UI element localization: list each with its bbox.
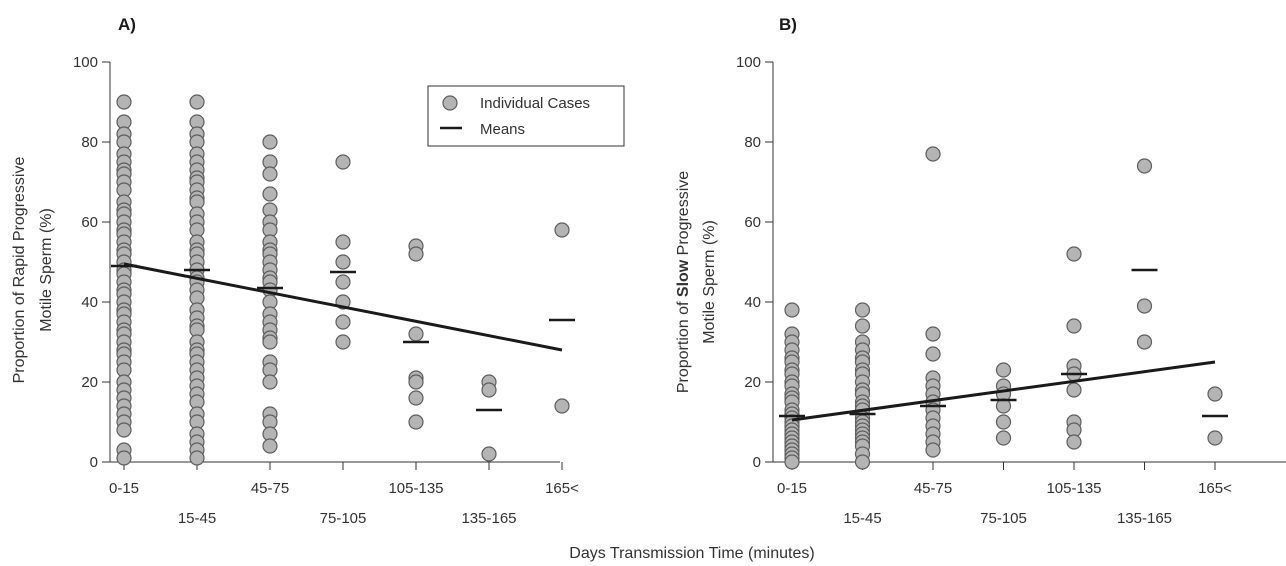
- panel-b-ylabel-bold: Slow: [675, 259, 692, 297]
- data-point: [117, 95, 131, 109]
- data-point: [263, 439, 277, 453]
- data-point: [1067, 319, 1081, 333]
- data-point: [1138, 159, 1152, 173]
- data-point: [785, 455, 799, 469]
- panel-b-ylabel-line1: Proportion of Slow Progressive: [675, 171, 692, 393]
- x-tick-label: 15-45: [843, 510, 881, 527]
- data-point: [263, 375, 277, 389]
- figure-xlabel: Days Transmission Time (minutes): [569, 545, 814, 562]
- x-tick-label: 75-105: [980, 510, 1027, 527]
- panel-b-ylabel-line2: Motile Sperm (%): [701, 220, 718, 344]
- y-tick-label: 0: [753, 454, 761, 471]
- x-tick-label: 165<: [545, 480, 579, 497]
- data-point: [1067, 247, 1081, 261]
- x-tick-label: 135-165: [461, 510, 516, 527]
- panel-b-marks: [779, 147, 1228, 469]
- data-point: [263, 167, 277, 181]
- data-point: [409, 391, 423, 405]
- x-tick-label: 75-105: [320, 510, 367, 527]
- x-tick-label: 105-135: [1046, 480, 1101, 497]
- data-point: [926, 443, 940, 457]
- x-tick-label: 105-135: [388, 480, 443, 497]
- y-tick-label: 60: [81, 214, 98, 231]
- data-point: [336, 335, 350, 349]
- data-point: [190, 95, 204, 109]
- data-point: [555, 399, 569, 413]
- x-tick-label: 0-15: [777, 480, 807, 497]
- y-tick-label: 40: [744, 294, 761, 311]
- y-tick-label: 80: [744, 134, 761, 151]
- data-point: [997, 415, 1011, 429]
- panel-b-ylabel-pre: Proportion of: [675, 297, 692, 393]
- data-point: [1208, 387, 1222, 401]
- data-point: [336, 315, 350, 329]
- data-point: [926, 347, 940, 361]
- data-point: [997, 431, 1011, 445]
- panel-a-ylabel-line2: Motile Sperm (%): [38, 208, 55, 332]
- data-point: [263, 187, 277, 201]
- data-point: [336, 235, 350, 249]
- y-tick-label: 0: [90, 454, 98, 471]
- x-tick-label: 15-45: [178, 510, 216, 527]
- data-point: [1067, 383, 1081, 397]
- panel-b-ylabel-post: Progressive: [675, 171, 692, 260]
- x-tick-label: 45-75: [251, 480, 289, 497]
- legend-points-label: Individual Cases: [480, 95, 590, 112]
- y-tick-label: 80: [81, 134, 98, 151]
- y-tick-label: 100: [736, 54, 761, 71]
- y-tick-label: 40: [81, 294, 98, 311]
- data-point: [336, 255, 350, 269]
- y-tick-label: 20: [81, 374, 98, 391]
- data-point: [926, 147, 940, 161]
- data-point: [856, 319, 870, 333]
- data-point: [263, 335, 277, 349]
- panel-b-axes: 0 20 40 60 80 100 0-15 15-45 45-75 75-105 105-135 1…: [736, 54, 1286, 527]
- panel-a-label: A): [118, 15, 136, 34]
- panel-b-chart: B) Proportion of Slow Progressive Motile…: [675, 15, 1286, 527]
- y-tick-label: 100: [73, 54, 98, 71]
- data-point: [190, 451, 204, 465]
- legend-means-label: Means: [480, 121, 525, 138]
- legend-point-icon: [443, 96, 457, 110]
- data-point: [785, 303, 799, 317]
- data-point: [482, 447, 496, 461]
- x-tick-label: 135-165: [1117, 510, 1172, 527]
- data-point: [263, 135, 277, 149]
- data-point: [1208, 431, 1222, 445]
- panel-a-chart: A) Proportion of Rapid Progressive Motil…: [11, 15, 624, 527]
- data-point: [117, 451, 131, 465]
- data-point: [555, 223, 569, 237]
- panel-b-label: B): [779, 15, 797, 34]
- data-point: [409, 375, 423, 389]
- data-point: [1138, 335, 1152, 349]
- data-point: [409, 415, 423, 429]
- data-point: [409, 247, 423, 261]
- data-point: [336, 155, 350, 169]
- y-tick-label: 60: [744, 214, 761, 231]
- x-tick-label: 0-15: [109, 480, 139, 497]
- data-point: [409, 327, 423, 341]
- data-point: [856, 455, 870, 469]
- data-point: [1138, 299, 1152, 313]
- data-point: [997, 363, 1011, 377]
- data-point: [926, 327, 940, 341]
- x-tick-label: 165<: [1198, 480, 1232, 497]
- panel-a-legend: Individual Cases Means: [428, 86, 624, 146]
- y-tick-label: 20: [744, 374, 761, 391]
- x-tick-label: 45-75: [914, 480, 952, 497]
- data-point: [336, 275, 350, 289]
- data-point: [1067, 435, 1081, 449]
- data-point: [482, 383, 496, 397]
- data-point: [856, 303, 870, 317]
- panel-a-marks: [111, 95, 575, 465]
- data-point: [117, 423, 131, 437]
- panel-a-ylabel-line1: Proportion of Rapid Progressive: [11, 157, 28, 384]
